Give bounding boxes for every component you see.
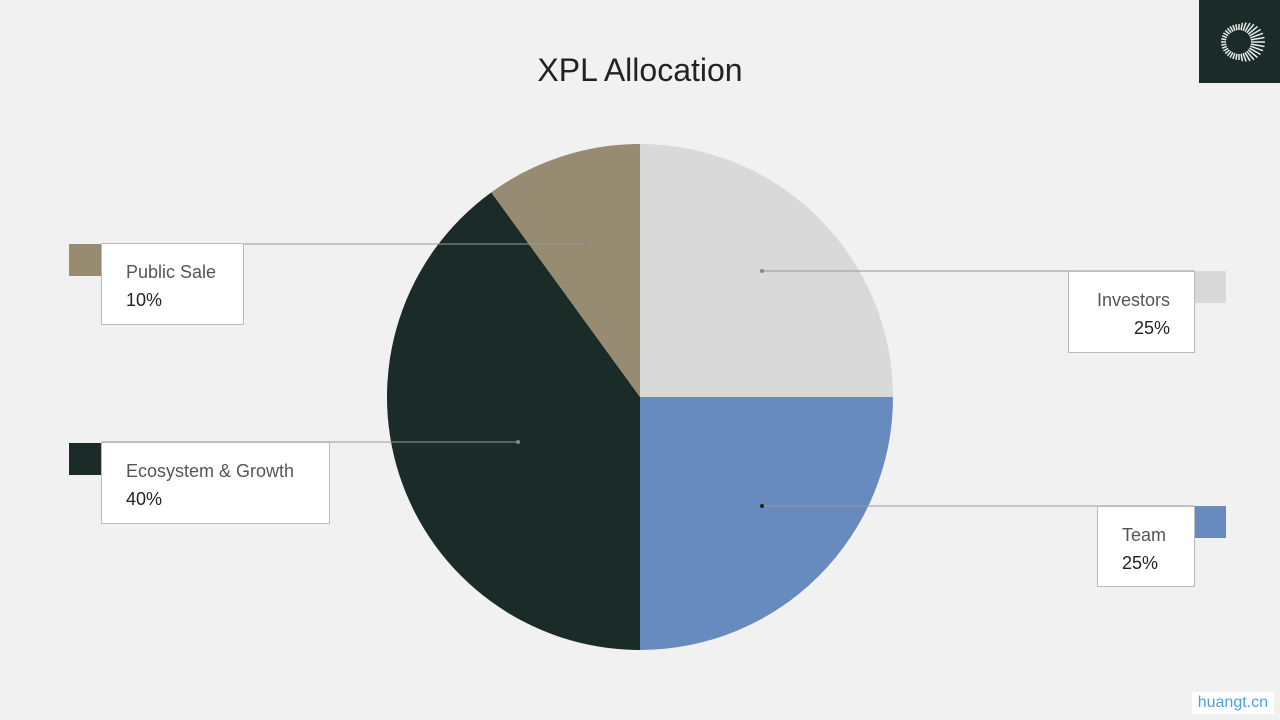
- label-ecosystem-growth: Ecosystem & Growth 40%: [101, 442, 330, 524]
- legend-swatch-team: [1194, 506, 1226, 538]
- label-public-sale: Public Sale 10%: [101, 243, 244, 325]
- pie-slice-public-sale: [491, 144, 640, 397]
- pie-slice-team: [640, 397, 893, 650]
- legend-swatch-investors: [1194, 271, 1226, 303]
- pie-slice-ecosystem-growth: [387, 192, 640, 650]
- legend-swatch-ecosystem: [69, 443, 101, 475]
- label-investors: Investors 25%: [1068, 271, 1195, 353]
- leader-dot: [584, 242, 588, 246]
- chart-title: XPL Allocation: [537, 52, 743, 88]
- sunburst-logo-icon: [1221, 22, 1265, 62]
- leader-dot: [760, 269, 764, 273]
- label-team: Team 25%: [1097, 506, 1195, 587]
- leader-dot: [516, 440, 520, 444]
- leader-dot: [760, 504, 764, 508]
- logo: [1199, 0, 1280, 83]
- watermark: huangt.cn: [1191, 692, 1274, 714]
- legend-swatch-public-sale: [69, 244, 101, 276]
